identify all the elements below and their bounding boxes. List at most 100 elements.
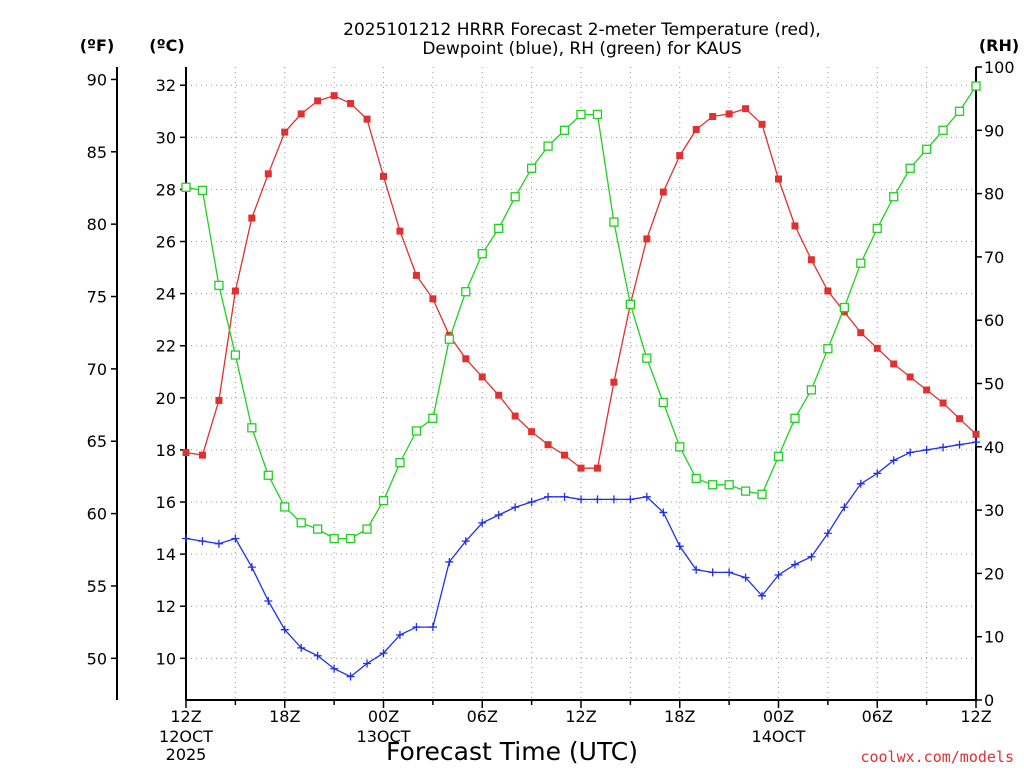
temperature-point [610, 378, 618, 386]
rh-point [905, 163, 915, 173]
rh-point [378, 495, 389, 506]
temperature-point [807, 256, 815, 264]
dewpoint-point [708, 568, 717, 577]
dewpoint-point [972, 438, 980, 447]
rh-point [280, 502, 290, 512]
rh-point [214, 280, 224, 291]
celsius-tick-label: 32 [156, 76, 176, 95]
rh-tick-label: 10 [984, 628, 1004, 647]
temperature-point [215, 396, 223, 404]
fahrenheit-tick-label: 90 [87, 70, 107, 89]
rh-point [773, 451, 784, 461]
temperature-point [972, 430, 980, 438]
rh-point [395, 457, 405, 468]
temperature-point [248, 214, 256, 222]
rh-point [263, 470, 273, 480]
rh-point [675, 442, 685, 452]
rh-point [839, 302, 849, 313]
dewpoint-point [280, 625, 289, 634]
dewpoint-point [511, 503, 520, 512]
temperature-point [297, 110, 305, 118]
rh-point [494, 223, 504, 234]
temperature-point [758, 120, 766, 128]
dewpoint-point [264, 597, 273, 606]
rh-tick-label: 20 [984, 564, 1004, 583]
celsius-tick-label: 14 [156, 545, 176, 564]
dewpoint-point [626, 495, 635, 504]
temperature-point [396, 227, 404, 235]
dewpoint-point [395, 630, 404, 639]
fahrenheit-tick-label: 80 [87, 215, 107, 234]
text-layer: 2025101212 HRRR Forecast 2-meter Tempera… [80, 20, 1019, 766]
rh-point [691, 473, 701, 484]
rh-point [724, 480, 734, 490]
time-tick-label: 00Z [763, 707, 794, 726]
rh-point [872, 223, 882, 234]
dewpoint-point [247, 563, 256, 572]
temperature-point [198, 451, 206, 459]
temperature-point [511, 412, 519, 420]
rh-tick-label: 40 [984, 438, 1004, 457]
dewpoint-point [231, 534, 240, 543]
time-tick-label: 00Z [368, 707, 399, 726]
dewpoint-point [412, 623, 421, 632]
temperature-point [939, 399, 947, 407]
series-rh [181, 81, 981, 544]
celsius-tick-label: 22 [156, 337, 176, 356]
rh-point [247, 423, 257, 433]
dewpoint-point [758, 591, 767, 600]
dewpoint-point [856, 479, 865, 488]
temperature-point [775, 175, 782, 183]
dewpoint-point [198, 537, 207, 546]
rh-point [477, 249, 487, 259]
temperature-point [593, 464, 601, 472]
temperature-point [676, 152, 684, 160]
dewpoint-point [774, 570, 783, 579]
dewpoint-point [428, 623, 437, 632]
dewpoint-point [461, 537, 470, 546]
temperature-point [923, 386, 931, 394]
temperature-point [528, 428, 536, 436]
rh-point [329, 533, 339, 544]
temperature-point [462, 355, 470, 363]
fahrenheit-tick-label: 55 [87, 577, 107, 596]
dewpoint-point [494, 511, 503, 520]
time-tick-sublabel: 12OCT [159, 727, 213, 746]
temperature-point [824, 287, 832, 295]
temperature-point [725, 110, 733, 118]
credit-text: coolwx.com/models [860, 748, 1014, 766]
dewpoint-point [363, 659, 372, 668]
rh-point [181, 182, 191, 192]
temperature-point [363, 115, 371, 123]
dewpoint-point [182, 534, 190, 543]
rh-point [938, 125, 948, 135]
fahrenheit-tick-label: 60 [87, 505, 107, 524]
dewpoint-point [445, 557, 454, 566]
celsius-tick-label: 18 [156, 441, 176, 460]
rh-point [411, 426, 422, 436]
temperature-point [264, 170, 272, 178]
dewpoint-point [922, 445, 931, 454]
dewpoint-point [725, 568, 734, 577]
temperature-point [692, 126, 700, 134]
temperature-point [577, 464, 585, 472]
dewpoint-point [560, 492, 569, 501]
temperature-point [412, 271, 420, 279]
temperature-point [231, 287, 239, 295]
rh-point [954, 106, 965, 116]
rh-point [708, 480, 718, 490]
rh-point [806, 385, 817, 395]
celsius-tick-label: 26 [156, 233, 176, 252]
celsius-tick-label: 20 [156, 389, 176, 408]
rh-tick-label: 50 [984, 375, 1004, 394]
temperature-point [857, 329, 865, 337]
rh-point [889, 192, 899, 202]
rh-point [576, 109, 586, 120]
temperature-point [742, 105, 750, 113]
dewpoint-point [214, 539, 223, 548]
rh-tick-label: 30 [984, 501, 1004, 520]
dewpoint-point [840, 503, 849, 512]
dewpoint-point [939, 443, 948, 452]
dewpoint-point [330, 664, 339, 673]
